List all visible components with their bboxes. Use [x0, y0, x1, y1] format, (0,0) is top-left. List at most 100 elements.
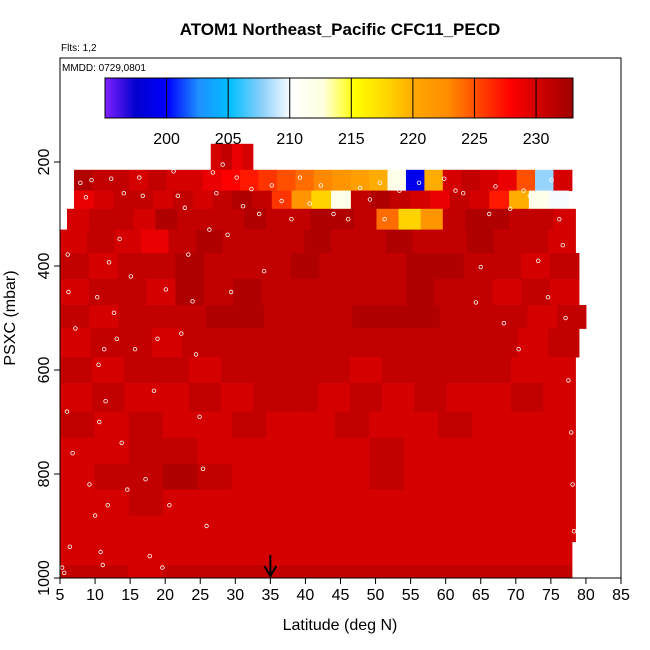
sample-point: [108, 176, 114, 181]
heatmap-cell: [221, 357, 254, 384]
heatmap-cell: [92, 383, 125, 413]
heatmap-cell: [527, 305, 558, 329]
heatmap-cell: [93, 190, 115, 210]
heatmap-cell: [506, 463, 542, 491]
heatmap-cell: [348, 279, 378, 306]
heatmap-cell: [204, 279, 234, 306]
heatmap-cell: [124, 357, 158, 384]
sample-point: [207, 227, 212, 232]
heatmap-cell: [162, 541, 198, 566]
heatmap-cell: [369, 169, 389, 192]
heatmap-cell: [118, 305, 149, 329]
heatmap-cell: [369, 437, 405, 465]
heatmap-cell: [231, 411, 267, 439]
sample-point: [331, 211, 336, 217]
heatmap-cell: [243, 208, 267, 231]
heatmap-cell: [489, 190, 510, 210]
x-tick-label: 85: [612, 587, 630, 604]
chart-title: ATOM1 Northeast_Pacific CFC11_PECD: [180, 20, 501, 39]
heatmap-cell: [60, 357, 93, 384]
heatmap-cell: [94, 489, 130, 517]
heatmap-cell: [313, 169, 333, 192]
sample-point: [105, 503, 110, 508]
sample-point: [346, 216, 351, 222]
heatmap-cell: [405, 253, 436, 280]
heatmap-cell: [197, 515, 233, 543]
heatmap-cell: [195, 229, 224, 254]
heatmap-cell: [469, 565, 505, 579]
sample-point: [508, 206, 513, 211]
sample-point: [186, 252, 191, 257]
heatmap-cell: [253, 357, 286, 384]
heatmap-cell: [222, 229, 251, 254]
heatmap-cell: [437, 411, 473, 439]
heatmap-cell: [89, 208, 112, 231]
heatmap-cell: [498, 169, 518, 192]
heatmap-cell: [239, 169, 259, 192]
heatmap-cell: [494, 229, 522, 254]
sample-point: [240, 203, 246, 209]
heatmap-cell: [352, 305, 382, 329]
heatmap-cell: [60, 489, 95, 517]
heatmap-cell: [128, 437, 164, 465]
heatmap-cell: [304, 328, 336, 358]
heatmap-cell: [212, 190, 233, 210]
sample-point: [155, 336, 160, 341]
heatmap-cell: [172, 190, 194, 210]
heatmap-cell: [349, 357, 383, 384]
sample-point: [261, 269, 267, 274]
sample-point: [220, 162, 225, 167]
sample-point: [171, 169, 176, 174]
heatmap-cell: [528, 190, 550, 210]
heatmap-cell: [295, 169, 315, 192]
heatmap-cell: [265, 208, 289, 231]
sample-point: [307, 201, 312, 206]
sample-point: [256, 211, 262, 217]
sample-point: [289, 216, 294, 222]
sample-point: [147, 553, 152, 559]
heatmap-cell: [60, 541, 95, 566]
heatmap-cell: [231, 515, 267, 543]
heatmap-cell: [369, 411, 405, 439]
heatmap-cell: [271, 190, 293, 210]
sample-point: [461, 190, 466, 196]
colorbar: 200 205 210 215 220 225 230: [104, 77, 574, 148]
heatmap-cell: [334, 463, 370, 491]
heatmap-cell: [304, 229, 332, 254]
heatmap-cell: [478, 357, 512, 384]
heatmap-cell: [264, 305, 295, 329]
heatmap-cell: [261, 253, 292, 280]
heatmap-cell: [410, 305, 441, 329]
heatmap-cell: [365, 328, 397, 358]
heatmap-cell: [221, 169, 241, 192]
heatmap-cell: [426, 328, 458, 358]
sample-point: [163, 287, 169, 292]
sample-point: [73, 326, 78, 331]
colorbar-gradient: [104, 77, 574, 119]
sample-point: [83, 195, 89, 200]
heatmap-cell: [403, 411, 439, 439]
heatmap-cell: [543, 357, 576, 384]
heatmap-cell: [472, 463, 508, 491]
heatmap-cell: [548, 190, 569, 210]
heatmap-cell: [382, 383, 415, 413]
heatmap-cell: [358, 229, 387, 254]
heatmap-cell: [298, 565, 334, 579]
heatmap-cell: [516, 169, 536, 192]
heatmap-cell: [88, 253, 119, 280]
heatmap-cell: [506, 489, 542, 517]
heatmap-cell: [449, 190, 471, 210]
sample-point: [151, 388, 157, 393]
x-tick-label: 45: [332, 587, 350, 604]
heatmap-cell: [90, 328, 122, 358]
heatmap-cell: [197, 489, 233, 517]
sample-point: [190, 299, 195, 304]
heatmap-cell: [506, 411, 542, 439]
heatmap-cell: [288, 208, 311, 231]
heatmap-cell: [60, 253, 90, 280]
sample-point: [279, 198, 284, 204]
sample-point: [89, 177, 94, 183]
heatmap-cell: [128, 463, 164, 491]
heatmap-cell: [146, 279, 176, 306]
